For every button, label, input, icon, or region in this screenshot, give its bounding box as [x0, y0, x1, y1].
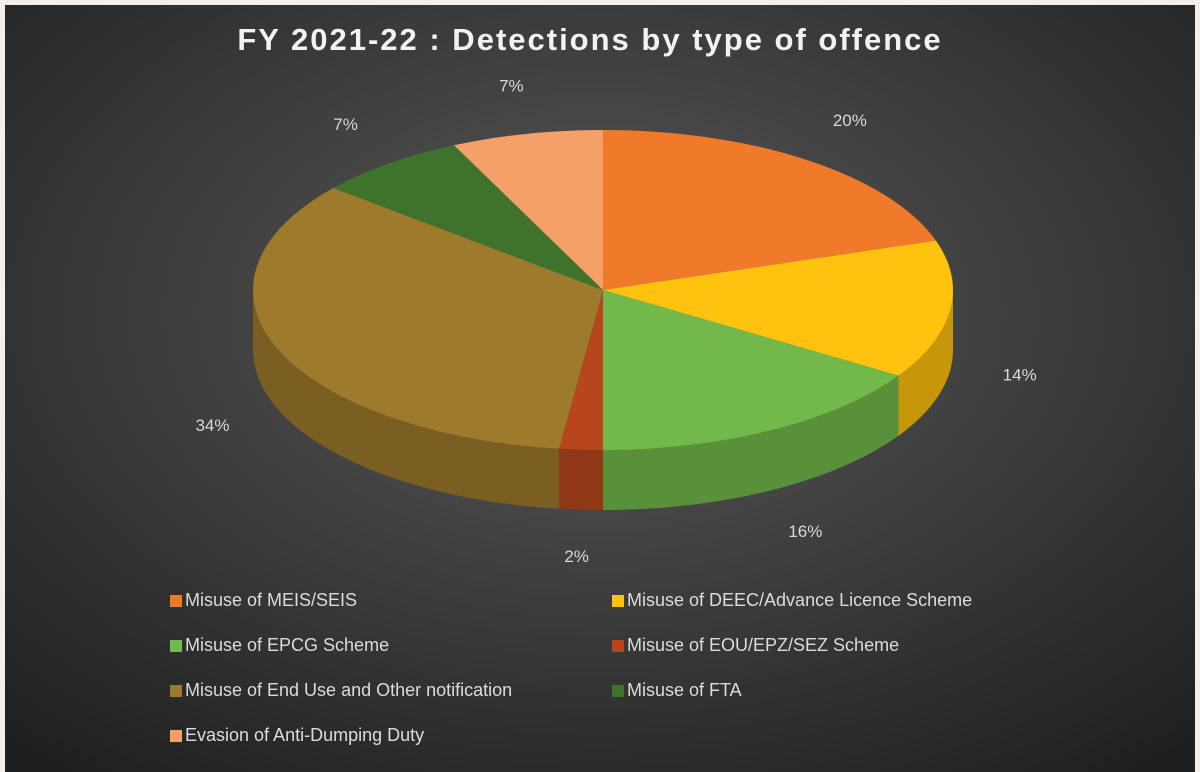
data-label: 7%	[333, 115, 358, 134]
data-label: 34%	[195, 416, 229, 435]
slice-side	[898, 290, 953, 436]
data-label: 20%	[833, 111, 867, 130]
data-label: 2%	[564, 547, 589, 566]
slice	[603, 240, 953, 376]
slice	[333, 145, 603, 290]
legend-label: Evasion of Anti-Dumping Duty	[185, 725, 424, 745]
data-label: 14%	[1003, 366, 1037, 385]
slice	[559, 290, 603, 450]
legend-label: Misuse of End Use and Other notification	[185, 680, 512, 700]
legend-label: Misuse of EPCG Scheme	[185, 635, 389, 655]
slice-side	[559, 448, 603, 510]
legend-swatch	[170, 730, 182, 742]
legend-label: Misuse of MEIS/SEIS	[185, 590, 357, 610]
legend-swatch	[170, 685, 182, 697]
slice	[454, 130, 603, 290]
legend-label: Misuse of FTA	[627, 680, 742, 700]
slice-side	[253, 290, 560, 509]
data-label: 7%	[499, 76, 524, 95]
legend-swatch	[612, 640, 624, 652]
slice	[253, 188, 603, 449]
legend-swatch	[612, 685, 624, 697]
data-label: 16%	[788, 522, 822, 541]
legend-label: Misuse of DEEC/Advance Licence Scheme	[627, 590, 972, 610]
legend-swatch	[170, 640, 182, 652]
slice-side	[603, 375, 899, 510]
chart-title: FY 2021-22 : Detections by type of offen…	[237, 22, 942, 57]
legend-swatch	[170, 595, 182, 607]
legend-swatch	[612, 595, 624, 607]
slice	[603, 130, 936, 290]
legend-label: Misuse of EOU/EPZ/SEZ Scheme	[627, 635, 899, 655]
slice	[603, 290, 899, 450]
